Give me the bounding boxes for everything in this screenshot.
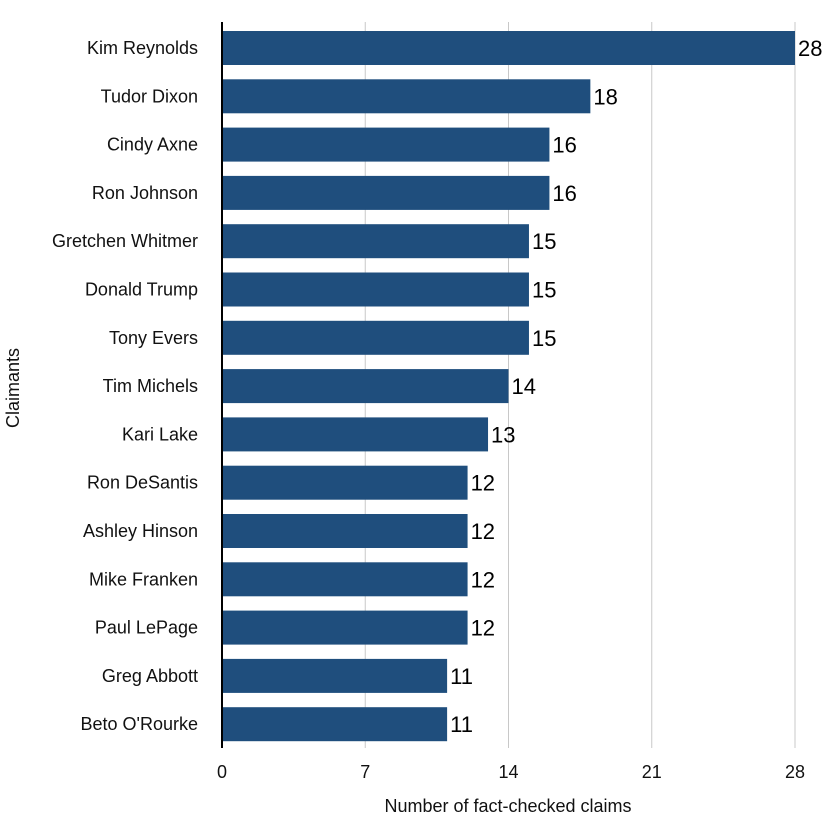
bar-value-label: 16 (552, 181, 576, 206)
bar-value-label: 13 (491, 422, 515, 447)
bar (222, 224, 529, 259)
category-label: Ron Johnson (92, 183, 198, 203)
category-label: Beto O'Rourke (81, 714, 199, 734)
bar (222, 79, 591, 114)
bar-value-label: 12 (471, 616, 495, 641)
category-label: Gretchen Whitmer (52, 231, 198, 251)
x-tick-labels: 0 7 14 21 28 (217, 762, 805, 782)
bar (222, 272, 529, 307)
bar-value-label: 11 (450, 664, 473, 689)
bar-value-label: 12 (471, 567, 495, 592)
bar-value-label: 15 (532, 326, 556, 351)
bar (222, 465, 468, 500)
bar-value-label: 18 (593, 84, 617, 109)
category-label: Greg Abbott (102, 666, 198, 686)
x-tick-label: 14 (498, 762, 518, 782)
bar-value-label: 16 (552, 133, 576, 158)
category-label: Ashley Hinson (83, 521, 198, 541)
category-label: Ron DeSantis (87, 473, 198, 493)
bar (222, 175, 550, 210)
category-labels: Kim Reynolds Tudor Dixon Cindy Axne Ron Joh… (52, 38, 198, 734)
category-label: Tony Evers (109, 328, 198, 348)
bar (222, 658, 448, 693)
bar-value-label: 12 (471, 519, 495, 544)
bar-value-label: 14 (512, 374, 536, 399)
category-label: Cindy Axne (107, 135, 198, 155)
category-label: Tudor Dixon (101, 86, 198, 106)
x-axis-title: Number of fact-checked claims (384, 796, 631, 816)
bar (222, 369, 509, 404)
bar (222, 514, 468, 548)
y-axis-title: Claimants (3, 348, 23, 428)
bar (222, 610, 468, 645)
bar-value-label: 15 (532, 278, 556, 303)
bar-value-label: 11 (450, 712, 473, 737)
category-label: Tim Michels (103, 376, 198, 396)
category-label: Kim Reynolds (87, 38, 198, 58)
bars (222, 31, 795, 742)
category-label: Mike Franken (89, 569, 198, 589)
bar-value-label: 15 (532, 229, 556, 254)
bar (222, 417, 489, 452)
bar (222, 31, 795, 65)
bar-value-label: 12 (471, 471, 495, 496)
x-tick-label: 21 (642, 762, 662, 782)
x-tick-label: 28 (785, 762, 805, 782)
bar (222, 562, 468, 597)
bar (222, 707, 448, 742)
category-label: Kari Lake (122, 424, 198, 444)
x-tick-label: 0 (217, 762, 227, 782)
value-labels: 28 18 16 16 15 15 15 14 13 12 12 12 12 11 11 (450, 36, 822, 737)
category-label: Paul LePage (95, 618, 198, 638)
bar-value-label: 28 (798, 36, 822, 61)
x-tick-label: 7 (360, 762, 370, 782)
bar (222, 127, 550, 162)
category-label: Donald Trump (85, 280, 198, 300)
bar (222, 320, 529, 355)
